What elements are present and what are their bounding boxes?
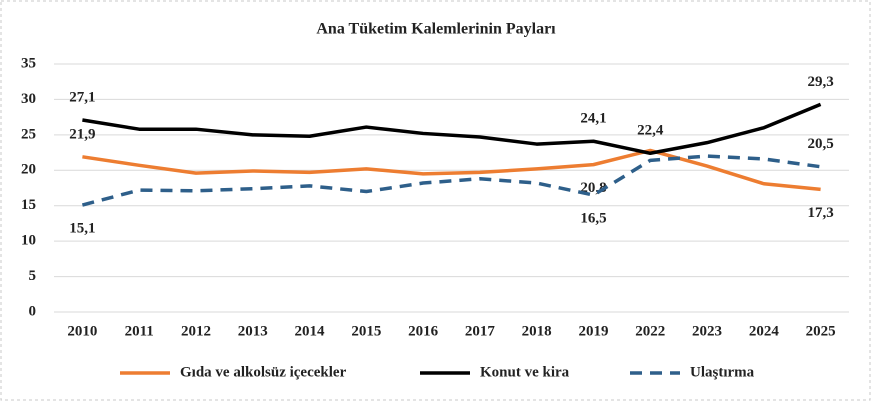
- data-label: 21,9: [69, 126, 95, 142]
- x-tick-label: 2010: [67, 323, 97, 339]
- x-tick-label: 2014: [295, 323, 326, 339]
- legend-label: Gıda ve alkolsüz içecekler: [180, 364, 347, 380]
- x-tick-label: 2012: [181, 323, 211, 339]
- x-tick-label: 2018: [522, 323, 552, 339]
- y-tick-label: 15: [21, 197, 36, 213]
- data-label: 15,1: [69, 220, 95, 236]
- y-tick-label: 35: [21, 55, 36, 71]
- y-tick-label: 5: [29, 268, 37, 284]
- y-tick-label: 0: [29, 303, 37, 319]
- x-tick-label: 2011: [125, 323, 154, 339]
- legend-label: Konut ve kira: [480, 364, 570, 380]
- y-tick-label: 10: [21, 233, 36, 249]
- data-label: 22,4: [637, 123, 664, 139]
- data-label: 17,3: [807, 205, 833, 221]
- data-label: 29,3: [807, 74, 833, 90]
- x-tick-label: 2025: [806, 323, 836, 339]
- x-tick-label: 2019: [578, 323, 608, 339]
- x-tick-label: 2013: [238, 323, 268, 339]
- y-tick-label: 30: [21, 91, 36, 107]
- y-tick-label: 25: [21, 126, 36, 142]
- data-label: 20,5: [807, 136, 833, 152]
- x-tick-label: 2024: [749, 323, 780, 339]
- x-tick-label: 2016: [408, 323, 439, 339]
- series-line: [82, 148, 821, 192]
- x-tick-label: 2022: [635, 323, 665, 339]
- data-label: 24,1: [580, 111, 606, 127]
- x-tick-label: 2023: [692, 323, 722, 339]
- legend-label: Ulaştırma: [690, 364, 755, 380]
- data-label: 27,1: [69, 89, 95, 105]
- x-tick-label: 2015: [351, 323, 381, 339]
- data-label: 16,5: [580, 211, 606, 227]
- y-tick-label: 20: [21, 162, 36, 178]
- chart-title: Ana Tüketim Kalemlerinin Payları: [316, 21, 556, 38]
- series-line: [82, 102, 822, 156]
- x-tick-label: 2017: [465, 323, 496, 339]
- series-line: [81, 154, 821, 207]
